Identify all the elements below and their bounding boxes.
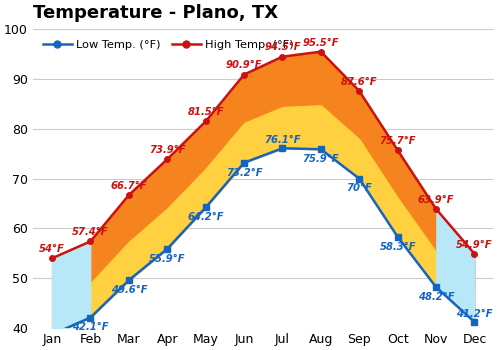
Legend: Low Temp. (°F), High Temp. (°F): Low Temp. (°F), High Temp. (°F) [38,35,298,54]
Text: 54.9°F: 54.9°F [456,240,493,250]
Text: 66.7°F: 66.7°F [110,181,147,191]
Text: 48.2°F: 48.2°F [418,292,455,302]
Text: 73.2°F: 73.2°F [226,168,262,178]
Text: 73.9°F: 73.9°F [149,145,186,155]
Text: 90.9°F: 90.9°F [226,61,262,70]
Text: 55.9°F: 55.9°F [149,254,186,264]
Text: 38.7°F: 38.7°F [0,349,1,350]
Text: 94.5°F: 94.5°F [264,42,301,52]
Text: 81.5°F: 81.5°F [188,107,224,117]
Text: 76.1°F: 76.1°F [264,135,301,145]
Text: 75.7°F: 75.7°F [380,136,416,146]
Text: Temperature - Plano, TX: Temperature - Plano, TX [33,4,278,22]
Text: 75.9°F: 75.9°F [302,154,339,164]
Text: 95.5°F: 95.5°F [302,37,339,48]
Text: 42.1°F: 42.1°F [72,322,109,332]
Text: 58.3°F: 58.3°F [380,242,416,252]
Text: 54°F: 54°F [39,244,65,254]
Text: 87.6°F: 87.6°F [341,77,378,87]
Text: 49.6°F: 49.6°F [110,285,147,295]
Text: 70°F: 70°F [346,183,372,194]
Text: 64.2°F: 64.2°F [188,212,224,222]
Text: 57.4°F: 57.4°F [72,227,109,237]
Text: 41.2°F: 41.2°F [456,309,493,318]
Text: 63.9°F: 63.9°F [418,195,455,205]
